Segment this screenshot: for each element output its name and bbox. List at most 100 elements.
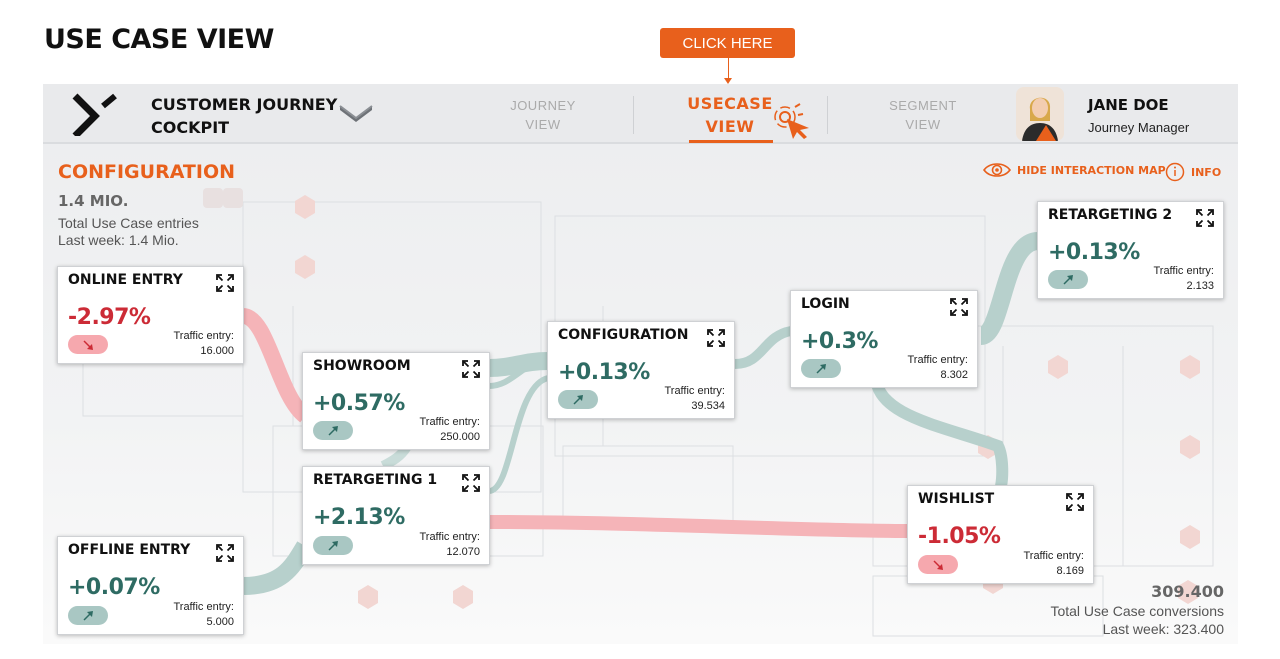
card-title: ONLINE ENTRY xyxy=(68,272,183,288)
change-percentage: +0.13% xyxy=(558,360,650,385)
traffic-entry-value: 16.000 xyxy=(200,345,234,357)
tab-label: USECASE xyxy=(687,94,773,113)
card-login[interactable]: LOGIN +0.3% Traffic entry: 8.302 xyxy=(790,290,978,388)
card-retargeting-2[interactable]: RETARGETING 2 +0.13% Traffic entry: 2.133 xyxy=(1037,201,1224,299)
avatar[interactable] xyxy=(1016,87,1064,141)
trend-up-icon xyxy=(816,363,826,374)
callout-line xyxy=(728,58,729,80)
tab-usecase-view[interactable]: USECASE VIEW xyxy=(683,92,777,138)
change-percentage: +2.13% xyxy=(313,505,405,530)
trend-down-icon xyxy=(83,339,93,350)
section-title: CONFIGURATION xyxy=(58,161,236,183)
card-title: CONFIGURATION xyxy=(558,327,689,343)
traffic-entry-value: 39.534 xyxy=(691,400,725,412)
trend-badge xyxy=(801,359,841,378)
card-configuration[interactable]: CONFIGURATION +0.13% Traffic entry: 39.534 xyxy=(547,321,735,419)
traffic-entry-value: 12.070 xyxy=(446,546,480,558)
card-wishlist[interactable]: WISHLIST -1.05% Traffic entry: 8.169 xyxy=(907,485,1094,584)
card-title: WISHLIST xyxy=(918,491,995,507)
tab-label: VIEW xyxy=(705,117,755,136)
user-photo-icon xyxy=(1016,87,1064,141)
entries-last-week: Last week: 1.4 Mio. xyxy=(58,232,179,248)
traffic-entry-label: Traffic entry: xyxy=(173,601,234,613)
traffic-entry-label: Traffic entry: xyxy=(907,354,968,366)
card-title: RETARGETING 1 xyxy=(313,472,438,488)
trend-up-icon xyxy=(83,610,93,621)
info-icon xyxy=(1165,162,1185,182)
tab-label: SEGMENT xyxy=(889,98,957,113)
trend-badge xyxy=(68,335,108,354)
change-percentage: -1.05% xyxy=(918,524,1001,549)
trend-badge xyxy=(313,421,353,440)
total-entries-value: 1.4 MIO. xyxy=(58,192,129,210)
brand-line-2: COCKPIT xyxy=(151,118,230,137)
card-offline-entry[interactable]: OFFLINE ENTRY +0.07% Traffic entry: 5.000 xyxy=(57,536,244,635)
conversions-last-week: Last week: 323.400 xyxy=(1102,621,1224,637)
user-name: JANE DOE xyxy=(1088,96,1169,114)
cockpit-logo-icon xyxy=(72,93,117,136)
trend-badge xyxy=(918,555,958,574)
user-role: Journey Manager xyxy=(1088,120,1190,135)
tab-label: VIEW xyxy=(905,117,941,132)
change-percentage: +0.13% xyxy=(1048,240,1140,265)
card-showroom[interactable]: SHOWROOM +0.57% Traffic entry: 250.000 xyxy=(302,352,490,450)
expand-icon[interactable] xyxy=(462,474,480,492)
eye-icon xyxy=(983,163,1011,177)
tab-journey-view[interactable]: JOURNEY VIEW xyxy=(503,96,583,134)
cockpit-panel: CUSTOMER JOURNEY COCKPIT JOURNEY VIEW US… xyxy=(43,84,1238,644)
info-button[interactable]: INFO xyxy=(1165,162,1221,182)
brand-line-1: CUSTOMER JOURNEY xyxy=(151,95,338,114)
expand-icon[interactable] xyxy=(1066,493,1084,511)
total-conversions-label: Total Use Case conversions xyxy=(1050,603,1224,619)
nav-divider xyxy=(827,96,828,134)
callout-arrow-icon xyxy=(724,78,732,84)
cursor-click-icon xyxy=(774,103,809,139)
traffic-entry-value: 8.169 xyxy=(1056,565,1084,577)
traffic-entry-value: 8.302 xyxy=(940,369,968,381)
change-percentage: +0.07% xyxy=(68,575,160,600)
tab-segment-view[interactable]: SEGMENT VIEW xyxy=(883,96,963,134)
change-percentage: +0.57% xyxy=(313,391,405,416)
traffic-entry-value: 5.000 xyxy=(206,616,234,628)
trend-badge xyxy=(558,390,598,409)
click-here-callout: CLICK HERE xyxy=(660,28,795,58)
trend-badge xyxy=(68,606,108,625)
expand-icon[interactable] xyxy=(216,274,234,292)
expand-icon[interactable] xyxy=(462,360,480,378)
card-title: RETARGETING 2 xyxy=(1048,207,1173,223)
traffic-entry-label: Traffic entry: xyxy=(173,330,234,342)
total-conversions-value: 309.400 xyxy=(1151,582,1224,601)
trend-badge xyxy=(313,536,353,555)
change-percentage: -2.97% xyxy=(68,305,151,330)
trend-up-icon xyxy=(328,425,338,436)
card-title: SHOWROOM xyxy=(313,358,411,374)
traffic-entry-label: Traffic entry: xyxy=(664,385,725,397)
card-online-entry[interactable]: ONLINE ENTRY -2.97% Traffic entry: 16.000 xyxy=(57,266,244,364)
expand-icon[interactable] xyxy=(707,329,725,347)
trend-up-icon xyxy=(1063,274,1073,285)
active-tab-indicator xyxy=(689,140,773,143)
trend-up-icon xyxy=(328,540,338,551)
hide-interaction-map-label: HIDE INTERACTION MAP xyxy=(1017,163,1166,177)
brand-name: CUSTOMER JOURNEY COCKPIT xyxy=(151,93,337,139)
page-title: USE CASE VIEW xyxy=(44,24,274,55)
hide-interaction-map-button[interactable]: HIDE INTERACTION MAP xyxy=(983,162,1166,178)
expand-icon[interactable] xyxy=(950,298,968,316)
traffic-entry-label: Traffic entry: xyxy=(1023,550,1084,562)
top-navigation-bar: CUSTOMER JOURNEY COCKPIT JOURNEY VIEW US… xyxy=(43,84,1238,144)
traffic-entry-label: Traffic entry: xyxy=(419,531,480,543)
card-title: OFFLINE ENTRY xyxy=(68,542,191,558)
info-label: INFO xyxy=(1191,165,1222,179)
traffic-entry-label: Traffic entry: xyxy=(1153,265,1214,277)
chevron-down-icon[interactable] xyxy=(339,102,373,122)
trend-badge xyxy=(1048,270,1088,289)
trend-up-icon xyxy=(573,394,583,405)
tab-label: VIEW xyxy=(525,117,561,132)
change-percentage: +0.3% xyxy=(801,329,878,354)
traffic-entry-value: 250.000 xyxy=(440,431,480,443)
total-entries-label: Total Use Case entries xyxy=(58,215,199,231)
card-retargeting-1[interactable]: RETARGETING 1 +2.13% Traffic entry: 12.070 xyxy=(302,466,490,565)
expand-icon[interactable] xyxy=(1196,209,1214,227)
tab-label: JOURNEY xyxy=(510,98,576,113)
expand-icon[interactable] xyxy=(216,544,234,562)
